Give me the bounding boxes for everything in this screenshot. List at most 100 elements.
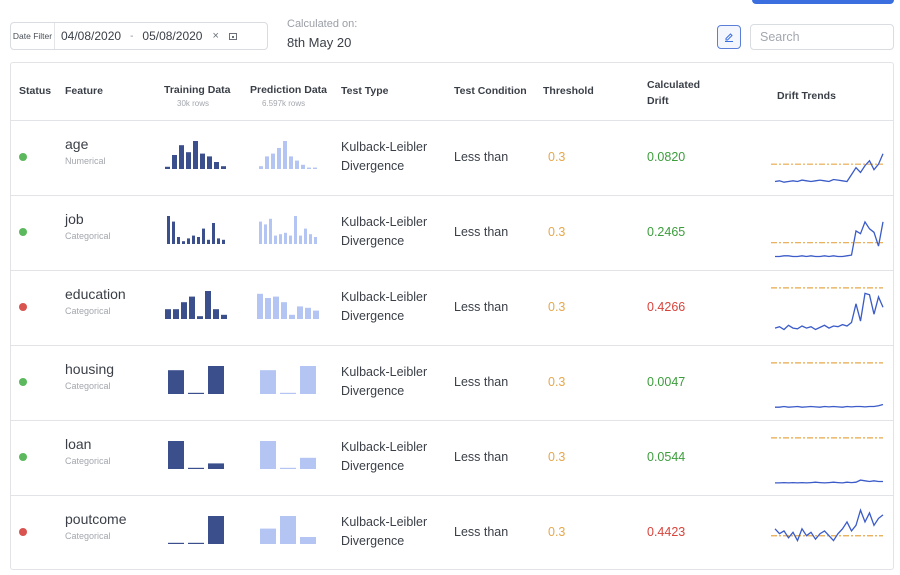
prediction-histogram-chart-bar (274, 235, 277, 244)
prediction-histogram-chart-bar (273, 296, 279, 319)
trend-line (774, 508, 884, 543)
toolbar: Date Filter 04/08/2020 - 05/08/2020 × Ca… (10, 18, 894, 58)
test-type: Kulback-Leibler Divergence (341, 215, 428, 248)
header-calculated-drift[interactable]: Calculated Drift (647, 79, 701, 107)
prediction-histogram-chart-bar (265, 156, 269, 169)
header-test-type[interactable]: Test Type (341, 85, 389, 97)
prediction-histogram-chart-bar (265, 298, 271, 319)
drift-trend-chart[interactable] (761, 354, 887, 414)
training-histogram-chart (168, 366, 224, 394)
prediction-histogram-chart-bar (281, 302, 287, 319)
test-condition: Less than (454, 375, 509, 389)
trend-line (775, 403, 884, 408)
feature-name[interactable]: poutcome (65, 511, 127, 527)
prediction-histogram-chart-bar (277, 148, 281, 169)
prediction-histogram-chart-bar (260, 441, 276, 469)
training-histogram-chart-bar (173, 309, 179, 319)
training-histogram-chart-bar (197, 316, 203, 319)
calculated-drift-value: 0.4266 (647, 300, 686, 314)
calculated-drift-value: 0.0047 (647, 375, 686, 389)
threshold-value: 0.3 (548, 225, 566, 239)
prediction-histogram-chart-bar (294, 216, 297, 244)
calculated-on-label: Calculated on: (287, 18, 358, 30)
test-condition: Less than (454, 225, 509, 239)
training-histogram-chart-bar (192, 235, 195, 244)
header-prediction-data[interactable]: Prediction Data (250, 84, 328, 96)
feature-name[interactable]: housing (65, 361, 115, 377)
drift-trend[interactable] (761, 504, 887, 569)
prediction-histogram-chart (259, 141, 317, 169)
status-dot (19, 303, 27, 311)
drift-trend-chart[interactable] (761, 129, 887, 189)
test-type: Kulback-Leibler Divergence (341, 440, 428, 473)
header-status[interactable]: Status (19, 85, 52, 97)
training-histogram-chart-bar (205, 291, 211, 319)
feature-name[interactable]: education (65, 286, 126, 302)
table-row[interactable]: education Categorical Kulback-Leibler Dive… (11, 271, 893, 346)
edit-icon (725, 33, 733, 42)
clear-date-icon[interactable]: × (212, 30, 219, 42)
date-to[interactable]: 05/08/2020 (142, 29, 203, 43)
calculated-on: Calculated on: 8th May 20 (287, 18, 357, 50)
search-input[interactable] (750, 24, 894, 50)
drift-trend-chart[interactable] (761, 279, 887, 339)
training-histogram (164, 362, 228, 399)
drift-trend[interactable] (761, 279, 887, 344)
table-row[interactable]: housing Categorical Kulback-Leibler Diverg… (11, 346, 893, 421)
trend-line (774, 292, 884, 331)
test-condition: Less than (454, 525, 509, 539)
table-row[interactable]: job Categorical Kulback-Leibler Divergence… (11, 196, 893, 271)
calculated-drift-value: 0.2465 (647, 225, 686, 239)
calendar-icon[interactable] (228, 32, 237, 40)
prediction-histogram-chart-bar (307, 167, 311, 169)
drift-trend[interactable] (761, 354, 887, 419)
training-histogram-chart-bar (165, 309, 171, 319)
drift-trend-chart[interactable] (761, 204, 887, 264)
prediction-histogram-chart-bar (309, 234, 312, 244)
status-dot (19, 228, 27, 236)
date-filter[interactable]: Date Filter 04/08/2020 - 05/08/2020 × (10, 22, 268, 50)
prediction-histogram-chart-bar (260, 528, 276, 544)
feature-name[interactable]: age (65, 136, 89, 152)
table-row[interactable]: poutcome Categorical Kulback-Leibler Diver… (11, 496, 893, 571)
drift-trend[interactable] (761, 429, 887, 494)
training-histogram-chart-bar (208, 366, 224, 394)
date-from[interactable]: 04/08/2020 (61, 29, 122, 43)
header-test-condition[interactable]: Test Condition (454, 85, 527, 97)
prediction-histogram-chart (260, 441, 316, 469)
prediction-histogram-chart-bar (297, 306, 303, 319)
prediction-histogram (256, 287, 320, 324)
edit-button[interactable] (717, 25, 741, 49)
training-histogram-chart-bar (187, 238, 190, 244)
drift-trend-chart[interactable] (761, 504, 887, 564)
drift-trend[interactable] (761, 204, 887, 269)
drift-trend-chart[interactable] (761, 429, 887, 489)
feature-type: Numerical (65, 156, 106, 166)
training-histogram-chart (165, 141, 226, 169)
header-training-data[interactable]: Training Data (164, 84, 231, 96)
feature-name[interactable]: loan (65, 436, 92, 452)
top-primary-button-edge[interactable] (752, 0, 894, 4)
training-histogram-chart (167, 216, 225, 244)
prediction-histogram-chart-bar (313, 310, 319, 319)
prediction-histogram-chart-bar (260, 370, 276, 394)
feature-name[interactable]: job (65, 211, 84, 227)
training-histogram-chart-bar (172, 221, 175, 244)
prediction-histogram-chart-bar (280, 516, 296, 544)
prediction-histogram-chart-bar (314, 237, 317, 244)
header-prediction-rows: 6.597k rows (262, 99, 306, 108)
training-histogram-chart-bar (193, 141, 198, 169)
training-histogram-chart-bar (165, 166, 170, 169)
threshold-value: 0.3 (548, 300, 566, 314)
table-row[interactable]: age Numerical Kulback-Leibler Divergence Le… (11, 121, 893, 196)
threshold-value: 0.3 (548, 375, 566, 389)
drift-table: Status Feature Training Data 30k rows Pr… (10, 62, 894, 570)
prediction-histogram (256, 437, 320, 474)
table-row[interactable]: loan Categorical Kulback-Leibler Divergenc… (11, 421, 893, 496)
prediction-histogram-chart (260, 516, 316, 544)
drift-trend[interactable] (761, 129, 887, 194)
training-histogram-chart-bar (168, 542, 184, 544)
header-threshold[interactable]: Threshold (543, 85, 594, 97)
header-feature[interactable]: Feature (65, 85, 103, 97)
header-drift-trends[interactable]: Drift Trends (777, 90, 836, 102)
